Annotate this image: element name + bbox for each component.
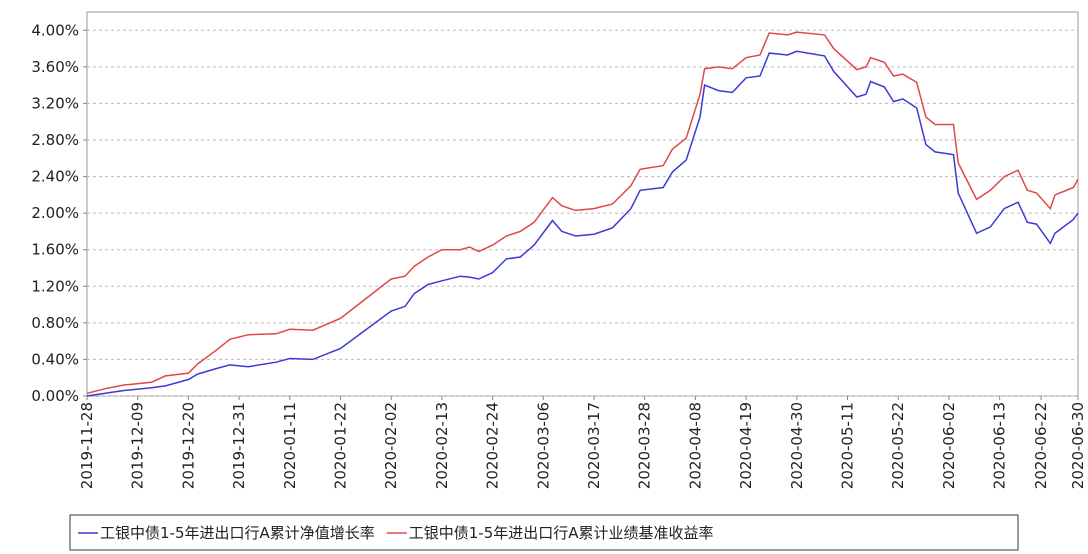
y-tick-label: 1.60% [31,241,79,259]
legend-label: 工银中债1-5年进出口行A累计净值增长率 [100,524,375,542]
x-tick-label: 2020-01-22 [332,402,350,489]
x-tick-label: 2020-02-02 [382,402,400,489]
x-tick-label: 2020-03-06 [534,402,552,489]
x-tick-label: 2020-03-17 [585,402,603,489]
x-tick-label: 2020-06-13 [991,402,1009,489]
legend-box [69,514,1019,551]
y-tick-label: 2.40% [31,168,79,186]
legend: 工银中债1-5年进出口行A累计净值增长率 工银中债1-5年进出口行A累计业绩基准收… [69,514,1019,551]
x-tick-label: 2020-04-19 [737,402,755,489]
y-tick-label: 3.60% [31,58,79,76]
x-tick-label: 2020-02-13 [433,402,451,489]
series-line [86,31,1079,395]
x-tick-label: 2020-04-30 [788,402,806,489]
y-tick-label: 4.00% [31,21,79,39]
x-tick-label: 2020-02-24 [484,402,502,489]
x-tick-label: 2019-12-09 [129,402,147,489]
x-tick-label: 2020-06-30 [1069,402,1087,489]
x-tick-label: 2020-05-11 [839,402,857,489]
y-tick-label: 2.80% [31,131,79,149]
x-tick-label: 2020-05-22 [889,402,907,489]
x-tick-label: 2019-12-31 [230,402,248,489]
x-tick-label: 2020-06-22 [1032,402,1050,489]
x-tick-label: 2020-03-28 [636,402,654,489]
y-tick-label: 2.00% [31,204,79,222]
y-tick-label: 0.00% [31,387,79,405]
x-tick-label: 2020-04-08 [686,402,704,489]
x-tick-label: 2020-06-02 [940,402,958,489]
legend-label: 工银中债1-5年进出口行A累计业绩基准收益率 [409,524,714,542]
series-line [86,50,1079,397]
y-tick-label: 1.20% [31,277,79,295]
y-tick-label: 3.20% [31,94,79,112]
y-tick-label: 0.80% [31,314,79,332]
x-tick-label: 2019-11-28 [78,402,96,489]
x-tick-label: 2020-01-11 [281,402,299,489]
y-tick-label: 0.40% [31,350,79,368]
x-tick-label: 2019-12-20 [179,402,197,489]
plot-frame [86,11,1079,397]
